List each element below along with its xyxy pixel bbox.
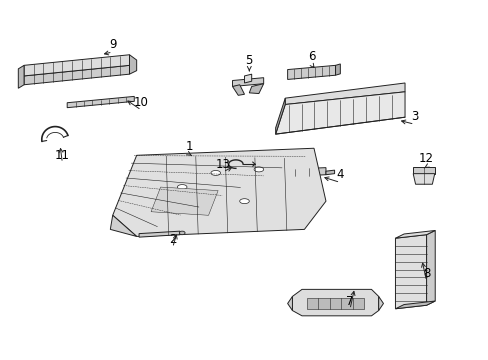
Polygon shape [244,74,251,83]
Polygon shape [24,55,129,76]
Polygon shape [426,230,434,305]
Polygon shape [129,55,136,74]
Polygon shape [18,65,24,88]
Text: 13: 13 [215,158,230,171]
Text: 8: 8 [422,267,429,280]
Polygon shape [285,83,404,104]
Polygon shape [378,296,383,311]
Polygon shape [232,85,244,95]
Polygon shape [335,64,340,75]
Polygon shape [306,298,364,309]
Polygon shape [292,289,378,316]
Ellipse shape [210,171,220,175]
Polygon shape [67,96,134,108]
Polygon shape [395,235,426,309]
Text: 4: 4 [336,168,344,181]
Polygon shape [112,148,325,237]
Polygon shape [232,78,263,86]
Polygon shape [395,301,434,309]
Ellipse shape [179,231,184,235]
Polygon shape [412,174,434,184]
Polygon shape [110,215,137,237]
Ellipse shape [254,167,263,172]
Polygon shape [287,296,292,311]
Ellipse shape [239,199,249,204]
Polygon shape [395,230,434,238]
Text: 11: 11 [55,149,70,162]
Polygon shape [275,98,285,134]
Polygon shape [24,65,129,85]
Polygon shape [325,170,334,175]
Polygon shape [249,84,263,94]
Text: 12: 12 [418,152,433,165]
Polygon shape [139,231,180,237]
Polygon shape [151,187,218,215]
Polygon shape [412,167,434,174]
Text: 3: 3 [410,110,417,123]
Text: 10: 10 [134,96,149,109]
Text: 2: 2 [168,234,176,247]
Polygon shape [287,65,335,80]
Polygon shape [275,92,404,134]
Text: 9: 9 [109,38,116,51]
Text: 1: 1 [185,140,193,153]
Text: 5: 5 [245,54,252,67]
Text: 6: 6 [307,50,315,63]
Ellipse shape [177,185,186,189]
Text: 7: 7 [346,295,353,308]
Polygon shape [280,168,325,177]
